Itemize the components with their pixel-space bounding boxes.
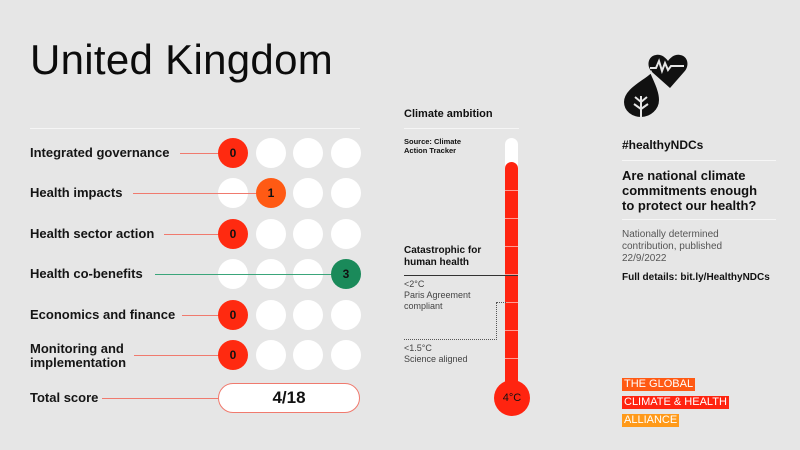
thermometer-tick	[505, 358, 518, 359]
score-value: 0	[229, 308, 237, 322]
sidebar-divider-1	[622, 160, 776, 161]
category-label: Integrated governance	[30, 145, 170, 160]
score-dot-active: 0	[218, 138, 248, 168]
category-connector	[182, 315, 220, 316]
score-dot-active: 0	[218, 219, 248, 249]
category-label: Health sector action	[30, 226, 155, 241]
category-connector	[155, 274, 333, 275]
catastrophic-label: Catastrophic for human health	[404, 245, 482, 268]
ndc-info: Nationally determined contribution, publ…	[622, 229, 723, 264]
climate-ambition-heading: Climate ambition	[404, 108, 493, 120]
thermometer-tick	[505, 246, 518, 247]
category-connector	[133, 193, 258, 194]
score-dot-empty	[256, 340, 286, 370]
score-dot-active: 0	[218, 340, 248, 370]
thermometer-bulb: 4°C	[494, 380, 530, 416]
thermometer-tick	[505, 330, 518, 331]
thermometer-empty-tube	[505, 138, 518, 168]
score-dot-empty	[256, 138, 286, 168]
total-score-connector	[102, 398, 220, 399]
climate-source: Source: Climate Action Tracker	[404, 137, 462, 155]
full-details-link[interactable]: Full details: bit.ly/HealthyNDCs	[622, 272, 770, 283]
category-connector	[180, 153, 220, 154]
score-dot-empty	[331, 219, 361, 249]
thermometer-tick	[505, 190, 518, 191]
category-label: Economics and finance	[30, 307, 176, 322]
logo-line-2: CLIMATE & HEALTH	[622, 396, 729, 409]
gcha-logo: THE GLOBAL CLIMATE & HEALTH ALLIANCE	[622, 374, 729, 428]
paris-threshold-dotted	[496, 302, 506, 303]
score-dot-empty	[331, 300, 361, 330]
score-dot-empty	[331, 340, 361, 370]
logo-line-3: ALLIANCE	[622, 414, 680, 427]
score-value: 3	[342, 267, 350, 281]
score-dot-active: 0	[218, 300, 248, 330]
category-connector	[134, 355, 220, 356]
score-dot-empty	[293, 138, 323, 168]
category-label: Monitoring and implementation	[30, 341, 127, 370]
category-label: Health impacts	[30, 185, 123, 200]
score-dot-empty	[293, 340, 323, 370]
paris-threshold-dotted-vertical	[496, 302, 497, 340]
score-dot-empty	[293, 219, 323, 249]
catastrophic-threshold-line	[404, 275, 518, 276]
divider	[30, 128, 360, 129]
score-dot-active: 3	[331, 259, 361, 289]
thermometer-tick	[505, 218, 518, 219]
score-dot-empty	[293, 178, 323, 208]
logo-line-1: THE GLOBAL	[622, 378, 696, 391]
score-dot-empty	[331, 178, 361, 208]
thermometer-fill	[505, 162, 518, 392]
score-value: 1	[267, 186, 275, 200]
score-value: 0	[229, 227, 237, 241]
sidebar-divider-2	[622, 219, 776, 220]
score-dot-empty	[256, 300, 286, 330]
score-dot-empty	[256, 219, 286, 249]
science-label: <1.5°C Science aligned	[404, 343, 468, 364]
science-threshold-dotted	[404, 339, 497, 340]
category-label: Health co-benefits	[30, 266, 143, 281]
thermometer-value: 4°C	[502, 392, 522, 404]
climate-divider	[404, 128, 519, 129]
score-value: 0	[229, 348, 237, 362]
page-title: United Kingdom	[30, 36, 334, 83]
total-score-label: Total score	[30, 390, 99, 405]
category-connector	[164, 234, 220, 235]
hashtag: #healthyNDCs	[622, 138, 704, 152]
heart-leaf-icon	[618, 46, 698, 122]
score-dot-empty	[331, 138, 361, 168]
total-score-value: 4/18	[218, 383, 360, 413]
thermometer-tick	[505, 274, 518, 275]
score-value: 0	[229, 146, 237, 160]
score-dot-active: 1	[256, 178, 286, 208]
thermometer-tick	[505, 302, 518, 303]
paris-label: <2°C Paris Agreement compliant	[404, 279, 471, 311]
score-dot-empty	[293, 300, 323, 330]
sidebar-question: Are national climate commitments enough …	[622, 168, 758, 213]
